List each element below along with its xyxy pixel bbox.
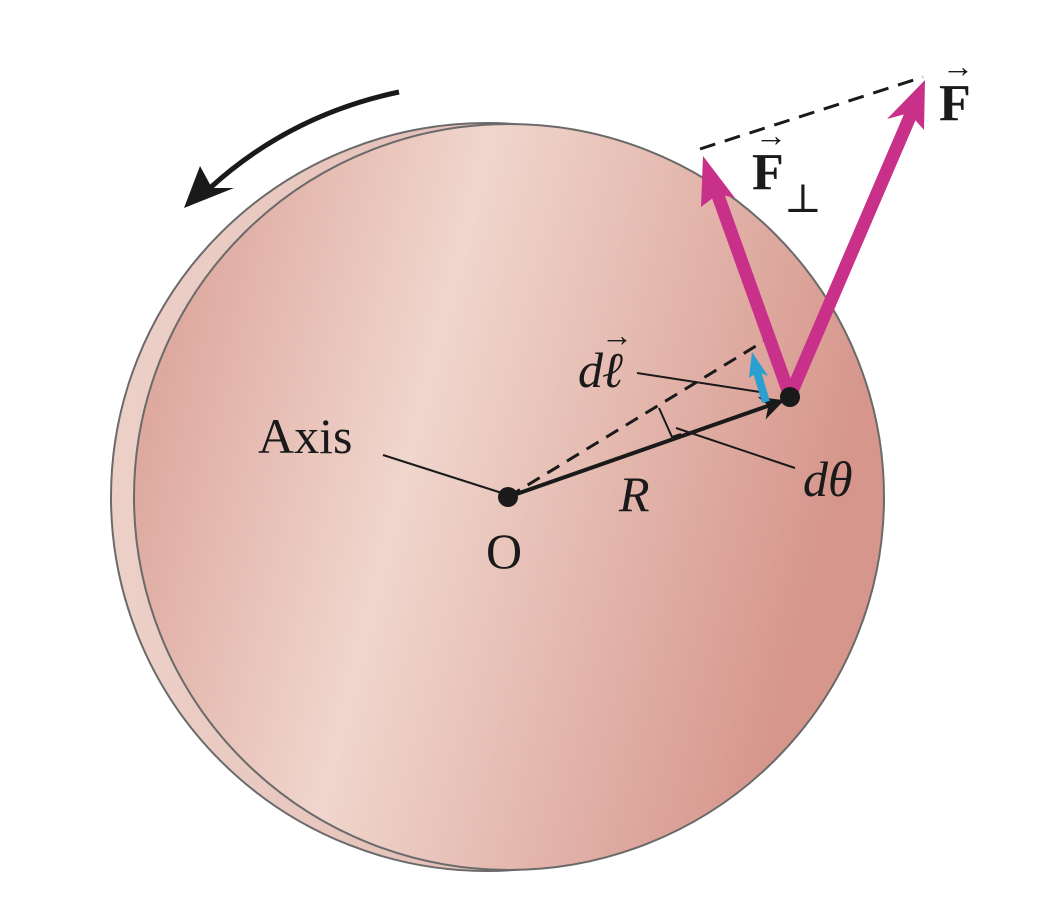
displacement-arrowhead (749, 352, 768, 378)
perp-subscript: ⊥ (784, 176, 822, 221)
dashed-radius-line (507, 333, 775, 499)
dl-d: d (578, 342, 604, 398)
dtheta-leader-line (675, 427, 796, 469)
force-F-vector-arrow: → (942, 48, 974, 84)
dtheta-d: d (803, 451, 829, 507)
dl-vector-arrow: → (601, 317, 633, 353)
dl-leader-line (636, 372, 761, 393)
dl-ell: ℓ (603, 342, 624, 398)
force-F-label: F (939, 75, 971, 132)
axis-leader-line (382, 454, 506, 495)
force-F-perp-arrowhead (701, 156, 735, 207)
dl-label: dℓ (578, 342, 624, 398)
force-F-perp-label: F (752, 144, 784, 201)
force-F-arrowhead (887, 80, 925, 130)
disk (110, 122, 885, 872)
displacement-arrow (749, 352, 770, 404)
origin-label: O (486, 523, 522, 579)
dashed-line-to-F-tip (699, 75, 924, 151)
application-point (780, 387, 800, 407)
radius-vector (507, 396, 785, 499)
rotation-arrow (184, 89, 400, 208)
force-F-perp-shaft (709, 187, 797, 399)
dtheta-label: dθ (803, 451, 853, 507)
dtheta-angle-tick (658, 407, 682, 439)
radius-label: R (618, 466, 650, 522)
force-F-shaft (784, 109, 918, 399)
rotation-arrowhead (184, 166, 234, 208)
origin-point (498, 487, 518, 507)
dtheta-theta: θ (828, 451, 853, 507)
axis-label: Axis (258, 408, 352, 464)
force-vectors (701, 80, 925, 399)
force-F-perp-vector-arrow: → (755, 117, 787, 153)
